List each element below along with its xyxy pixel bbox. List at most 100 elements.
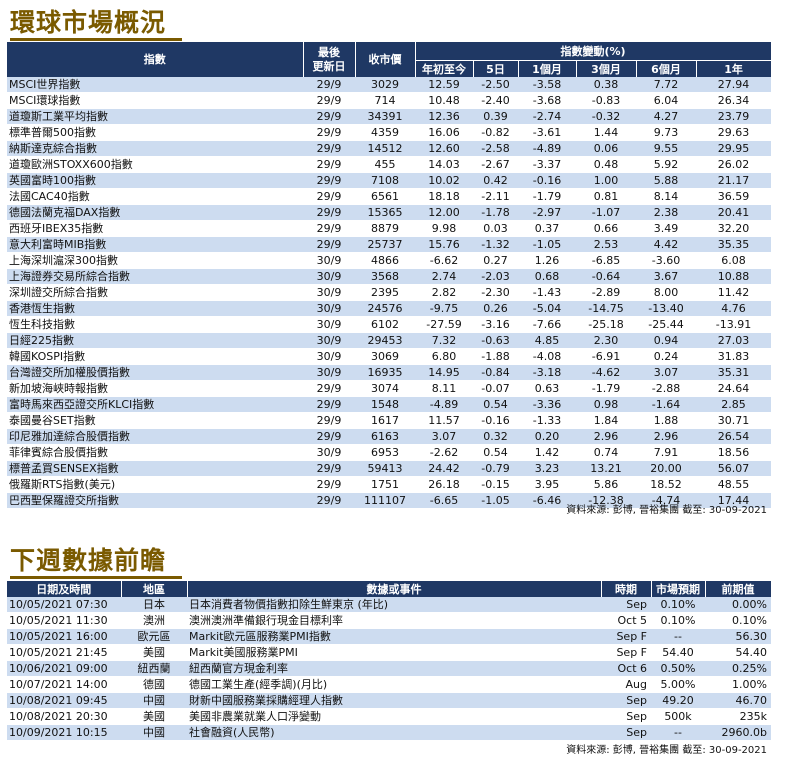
cell-close: 14512 (355, 140, 415, 157)
cell-period: Sep (601, 692, 651, 709)
cell-previous: 56.30 (705, 628, 771, 645)
cell-d5: -2.67 (473, 156, 518, 173)
cell-date: 29/9 (303, 77, 355, 93)
cell-m3: -4.62 (576, 364, 636, 381)
cell-m6: 3.07 (636, 364, 696, 381)
cell-m3: 2.96 (576, 428, 636, 445)
cell-y1: 20.41 (696, 204, 772, 221)
table-row: 新加坡海峽時報指數 29/9 3074 8.11 -0.07 0.63 -1.79 -2.88… (7, 380, 772, 397)
cell-m6: 0.24 (636, 348, 696, 365)
cell-d5: -0.16 (473, 412, 518, 429)
cell-name: 標普孟買SENSEX指數 (7, 460, 303, 477)
cell-name: 深圳證交所綜合指數 (7, 284, 303, 301)
cell-previous: 0.00% (705, 597, 771, 613)
cell-previous: 2960.0b (705, 724, 771, 741)
cell-region: 日本 (121, 597, 187, 613)
cell-close: 7108 (355, 172, 415, 189)
cell-m6: 9.73 (636, 124, 696, 141)
cell-d5: -0.15 (473, 476, 518, 493)
table-row: 意大利富時MIB指數 29/9 25737 15.76 -1.32 -1.05 2.53 4.… (7, 236, 772, 253)
table-row: 標普孟買SENSEX指數 29/9 59413 24.42 -0.79 3.23 13.21… (7, 460, 772, 477)
cell-m3: 0.48 (576, 156, 636, 173)
header-index: 指數 (7, 42, 304, 77)
cell-name: 英國富時100指數 (7, 172, 303, 189)
table-row: 深圳證交所綜合指數 30/9 2395 2.82 -2.30 -1.43 -2.89 8.00… (7, 284, 772, 301)
cell-m6: 5.92 (636, 156, 696, 173)
cell-region: 澳洲 (121, 612, 187, 629)
cell-m3: 0.38 (576, 77, 636, 93)
table-row: 菲律賓綜合股價指數 30/9 6953 -2.62 0.54 1.42 0.74 7.91 18… (7, 444, 772, 461)
table-row: 道瓊歐洲STOXX600指數 29/9 455 14.03 -2.67 -3.37 0.48… (7, 156, 772, 173)
cell-m1: 0.20 (518, 428, 576, 445)
cell-close: 1617 (355, 412, 415, 429)
cell-m3: 5.86 (576, 476, 636, 493)
header-region: 地區 (121, 581, 188, 597)
cell-m6: 2.38 (636, 204, 696, 221)
cell-m6: -25.44 (636, 316, 696, 333)
table-row: 俄羅斯RTS指數(美元) 29/9 1751 26.18 -0.15 3.95 5.86 18… (7, 476, 772, 493)
cell-region: 中國 (121, 692, 187, 709)
cell-name: 意大利富時MIB指數 (7, 236, 303, 253)
cell-m6: 2.96 (636, 428, 696, 445)
cell-ytd: 7.32 (415, 332, 473, 349)
market-overview-title: 環球市場概況 (10, 8, 182, 41)
cell-name: 菲律賓綜合股價指數 (7, 444, 303, 461)
cell-m3: -0.32 (576, 108, 636, 125)
cell-date: 29/9 (303, 204, 355, 221)
cell-m3: 13.21 (576, 460, 636, 477)
cell-date: 29/9 (303, 188, 355, 205)
cell-name: 德國法蘭克福DAX指數 (7, 204, 303, 221)
cell-y1: 2.85 (696, 396, 772, 413)
cell-d5: -0.63 (473, 332, 518, 349)
cell-m3: 2.30 (576, 332, 636, 349)
cell-y1: 27.03 (696, 332, 772, 349)
cell-ytd: 6.80 (415, 348, 473, 365)
cell-m1: -1.33 (518, 412, 576, 429)
cell-previous: 1.00% (705, 676, 771, 693)
cell-m1: -2.97 (518, 204, 576, 221)
cell-name: 法國CAC40指數 (7, 188, 303, 205)
cell-date: 29/9 (303, 220, 355, 237)
table-row: MSCI環球指數 29/9 714 10.48 -2.40 -3.68 -0.83 6.04 2… (7, 92, 772, 109)
cell-y1: 32.20 (696, 220, 772, 237)
cell-name: 俄羅斯RTS指數(美元) (7, 476, 303, 493)
cell-close: 714 (355, 92, 415, 109)
cell-name: 道瓊歐洲STOXX600指數 (7, 156, 303, 173)
cell-date: 29/9 (303, 140, 355, 157)
cell-name: 富時馬來西亞證交所KLCI指數 (7, 396, 303, 413)
cell-close: 16935 (355, 364, 415, 381)
cell-close: 59413 (355, 460, 415, 477)
cell-ytd: -4.89 (415, 396, 473, 413)
table-row: 納斯達克綜合指數 29/9 14512 12.60 -2.58 -4.89 0.06 9.55… (7, 140, 772, 157)
cell-d5: 0.42 (473, 172, 518, 189)
cell-name: 恆生科技指數 (7, 316, 303, 333)
cell-ytd: -6.65 (415, 492, 473, 509)
cell-close: 6163 (355, 428, 415, 445)
cell-m1: -7.66 (518, 316, 576, 333)
cell-y1: 31.83 (696, 348, 772, 365)
cell-m1: 4.85 (518, 332, 576, 349)
cell-m1: -5.04 (518, 300, 576, 317)
cell-event: 財新中國服務業採購經理人指數 (187, 692, 601, 709)
cell-m3: -14.75 (576, 300, 636, 317)
cell-m6: 8.00 (636, 284, 696, 301)
cell-close: 455 (355, 156, 415, 173)
cell-name: 泰國曼谷SET指數 (7, 412, 303, 429)
table-row: 巴西聖保羅證交所指數 29/9 111107 -6.65 -1.05 -6.46 -12.3… (7, 492, 772, 509)
cell-date: 29/9 (303, 172, 355, 189)
cell-m6: 4.42 (636, 236, 696, 253)
cell-forecast: 0.10% (651, 597, 705, 613)
cell-y1: 27.94 (696, 77, 772, 93)
table-row: 道瓊斯工業平均指數 29/9 34391 12.36 0.39 -2.74 -0.32 4.2… (7, 108, 772, 125)
cell-date: 30/9 (303, 268, 355, 285)
cell-close: 1548 (355, 396, 415, 413)
cell-name: 納斯達克綜合指數 (7, 140, 303, 157)
cell-y1: 30.71 (696, 412, 772, 429)
cell-m1: 0.37 (518, 220, 576, 237)
cell-ytd: -6.62 (415, 252, 473, 269)
economic-calendar-table: 日期及時間 地區 數據或事件 時期 市場預期 前期值 10/05/2021 07… (7, 581, 772, 741)
table-row: 10/09/2021 10:15 中國 社會融資(人民幣) Sep -- 2960.0b (7, 724, 771, 741)
header-5d: 5日 (473, 60, 519, 77)
header-forecast: 市場預期 (651, 581, 706, 597)
cell-y1: 4.76 (696, 300, 772, 317)
